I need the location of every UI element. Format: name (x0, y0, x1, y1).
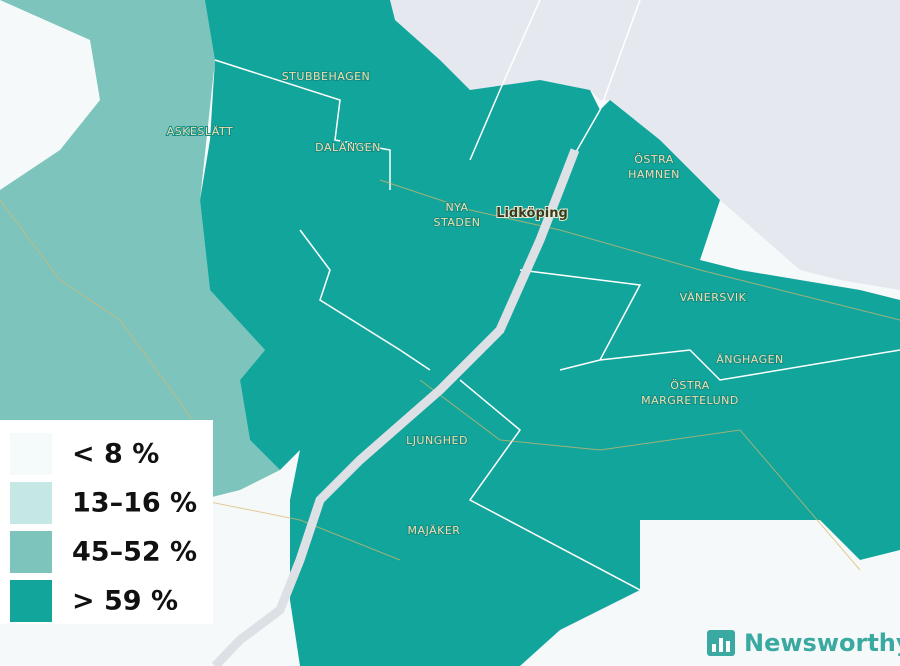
border (519, 269, 642, 371)
place-label: DALÄNGEN (315, 141, 381, 154)
road (379, 179, 900, 321)
legend-label: 13–16 % (72, 488, 197, 519)
logo-bar (726, 641, 730, 652)
place-label: ÖSTRA (670, 379, 710, 392)
road (0, 199, 201, 431)
place-label: NYA (445, 201, 468, 214)
logo-bar (719, 638, 723, 652)
place-label: STUBBEHAGEN (282, 70, 371, 83)
place-labels: STUBBEHAGEN ASKESLÄTT DALÄNGEN NYA STADEN Lid… (166, 69, 785, 538)
brand-logo: Newsworthy (707, 629, 900, 657)
road (199, 499, 401, 561)
legend-label: 45–52 % (72, 537, 197, 568)
place-label: STADEN (433, 216, 480, 229)
lake (390, 0, 900, 290)
legend-swatch (10, 482, 52, 524)
place-label: ÖSTRA (634, 153, 674, 166)
legend-swatch (10, 433, 52, 475)
place-label: Lidköping (496, 206, 568, 221)
legend: < 8 % 13–16 % 45–52 % > 59 % (10, 433, 197, 622)
place-label: HAMNEN (628, 168, 680, 181)
place-label: ASKESLÄTT (167, 125, 233, 138)
legend-swatch (10, 580, 52, 622)
place-label: MARGRETELUND (641, 394, 739, 407)
brand-name: Newsworthy (744, 629, 900, 657)
legend-label: > 59 % (72, 586, 178, 617)
highway (211, 148, 580, 666)
border (599, 349, 900, 381)
road (419, 379, 861, 571)
region-over-59 (200, 0, 900, 666)
place-label: VÄNERSVIK (680, 291, 747, 304)
legend-swatch (10, 531, 52, 573)
roads (0, 179, 900, 571)
border (214, 59, 391, 190)
border (459, 379, 641, 591)
border (299, 229, 431, 371)
place-label: ÄNGHAGEN (716, 353, 784, 366)
border (469, 0, 541, 161)
region-45-52 (0, 0, 280, 500)
place-label: MAJÄKER (408, 524, 461, 537)
borders (214, 0, 900, 591)
legend-label: < 8 % (72, 439, 159, 470)
place-label: LJUNGHED (406, 434, 468, 447)
logo-bar (712, 644, 716, 652)
